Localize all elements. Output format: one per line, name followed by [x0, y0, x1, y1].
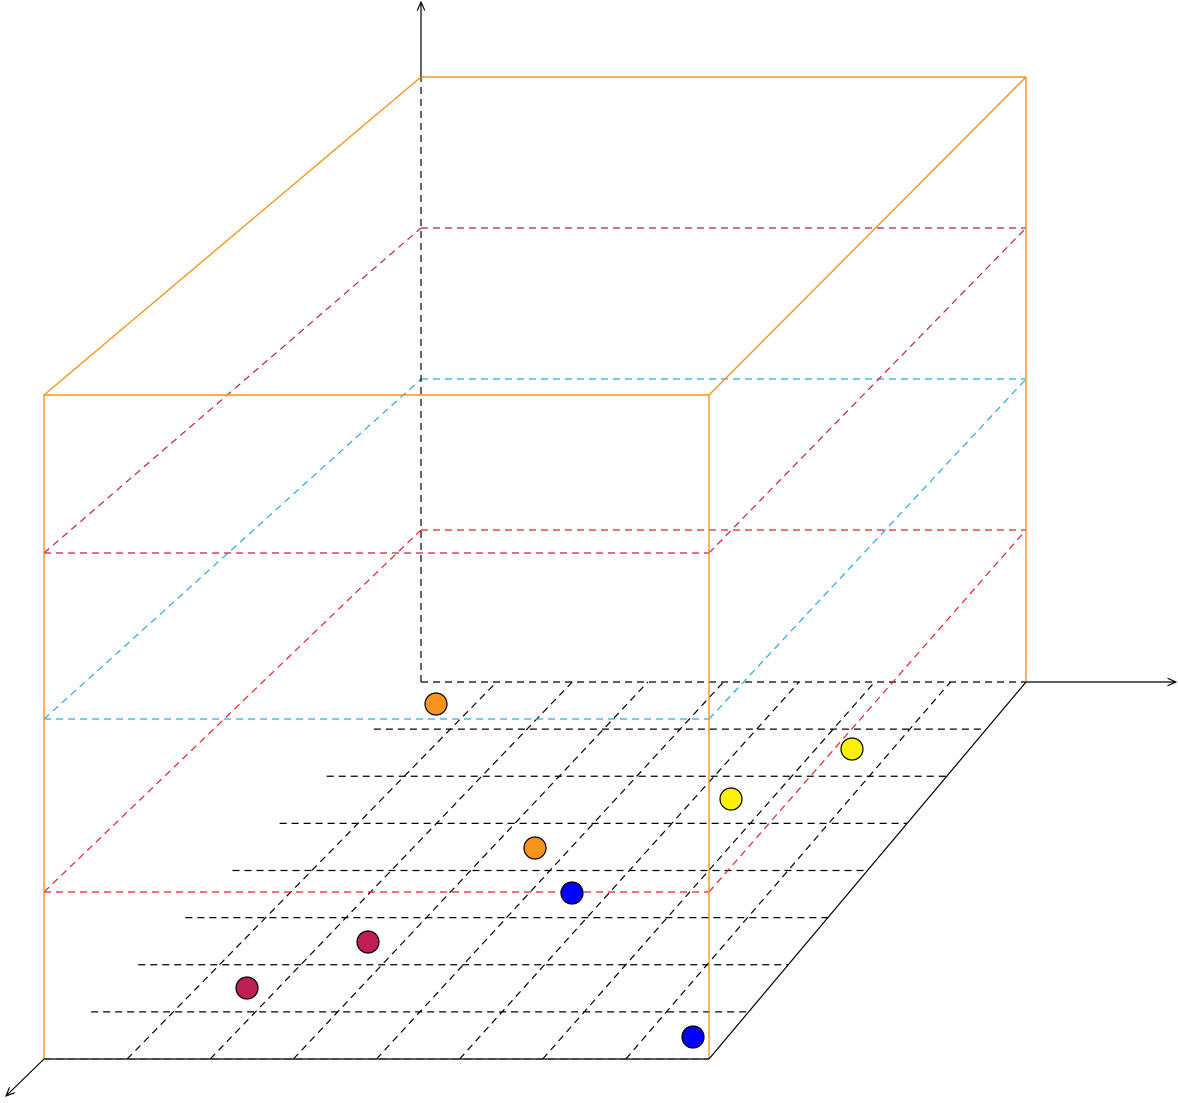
floor-grid-line — [209, 681, 573, 1060]
floor-grid-line — [126, 681, 498, 1060]
bounding-box — [43, 76, 1027, 1059]
height-planes — [43, 227, 1027, 893]
axes — [6, 2, 1176, 1096]
floor-right-edge — [708, 681, 1027, 1060]
box-top-left-edge — [43, 76, 422, 396]
data-point — [523, 836, 547, 860]
data-points — [235, 692, 864, 1049]
data-point — [719, 787, 743, 811]
plane-low-right-edge — [708, 529, 1027, 893]
floor-grid-line — [376, 681, 724, 1060]
plane-mid-right-edge — [708, 378, 1027, 720]
data-point — [235, 976, 259, 1000]
box-top-right-edge — [708, 76, 1027, 396]
floor-grid — [44, 681, 1026, 1060]
floor-grid-line — [292, 681, 649, 1060]
data-point — [681, 1025, 705, 1049]
floor-grid-line — [459, 681, 800, 1060]
plane-mid-left-edge — [43, 378, 422, 720]
data-point — [356, 930, 380, 954]
floor-grid-line — [625, 681, 951, 1060]
data-point — [560, 881, 584, 905]
plane-high-right-edge — [708, 227, 1027, 554]
data-point — [840, 737, 864, 761]
plane-high-left-edge — [43, 227, 422, 554]
data-point — [424, 692, 448, 716]
y-axis — [6, 1058, 45, 1096]
plane-low-left-edge — [43, 529, 422, 893]
